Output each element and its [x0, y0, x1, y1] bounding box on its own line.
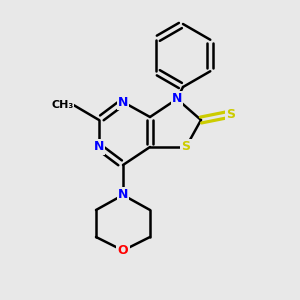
- Text: N: N: [118, 95, 128, 109]
- Text: S: S: [182, 140, 190, 154]
- Text: CH₃: CH₃: [51, 100, 74, 110]
- Text: N: N: [172, 92, 182, 106]
- Text: S: S: [226, 107, 236, 121]
- Text: N: N: [118, 188, 128, 202]
- Text: N: N: [94, 140, 104, 154]
- Text: O: O: [118, 244, 128, 257]
